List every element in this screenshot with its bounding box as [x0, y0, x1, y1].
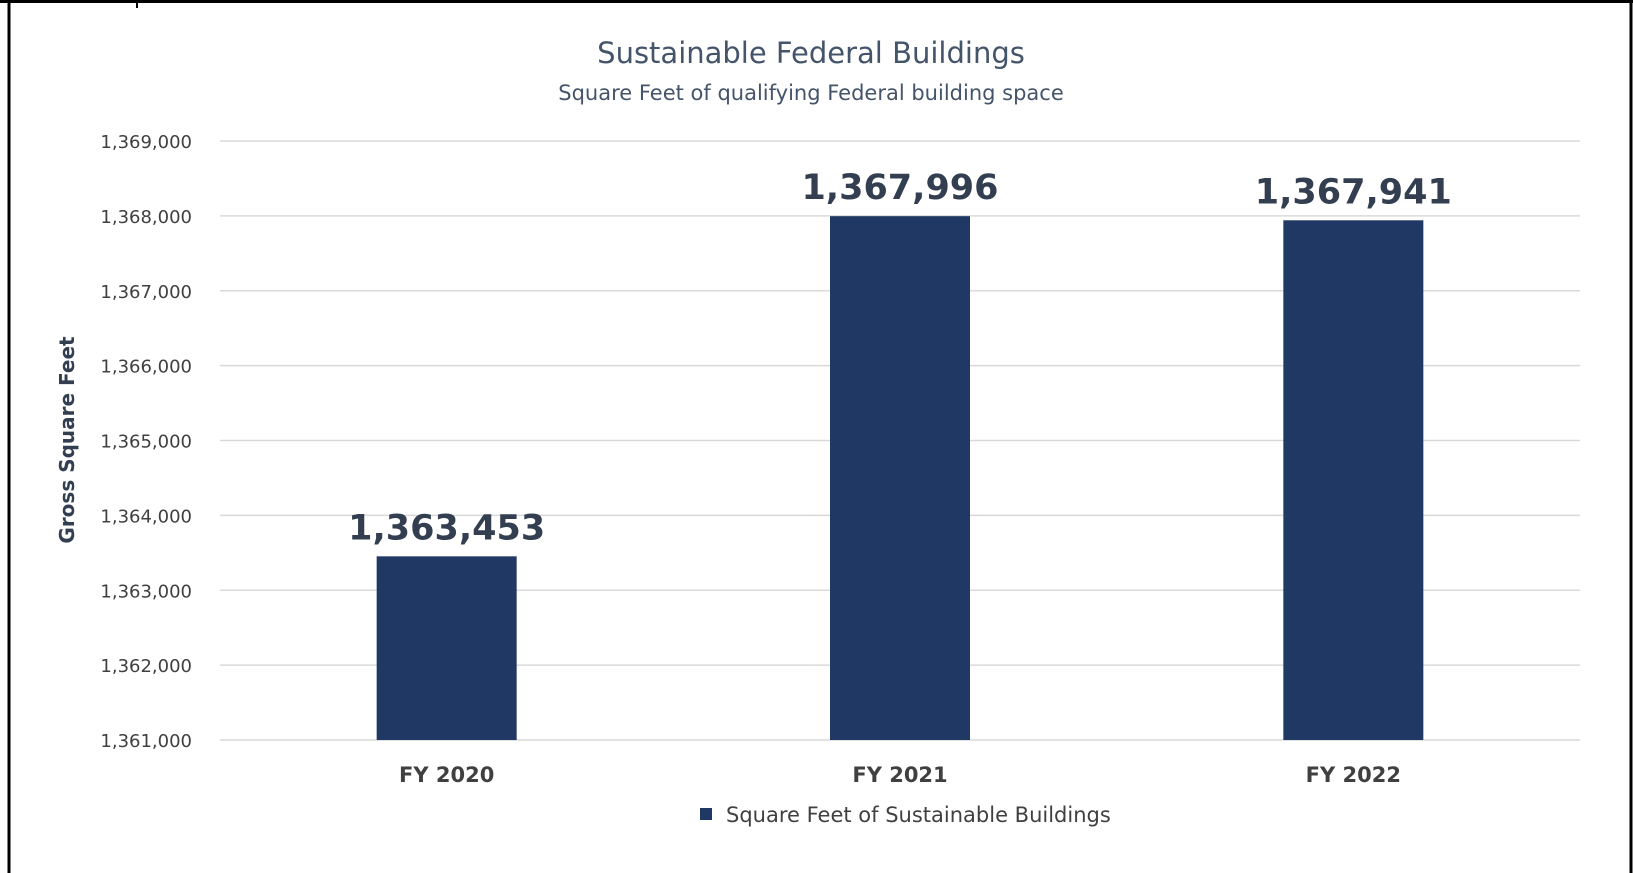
y-tick-label: 1,361,000 — [100, 731, 192, 752]
legend-swatch — [700, 808, 712, 820]
x-tick-label: FY 2020 — [399, 763, 494, 787]
data-label: 1,363,453 — [348, 508, 545, 548]
x-tick-label: FY 2021 — [852, 763, 947, 787]
bar — [1283, 220, 1424, 741]
y-axis-title: Gross Square Feet — [55, 336, 79, 544]
bar — [376, 556, 517, 740]
y-tick-label: 1,368,000 — [100, 207, 192, 228]
bars — [376, 216, 1424, 741]
y-tick-label: 1,365,000 — [100, 432, 192, 453]
bar — [830, 216, 970, 740]
y-tick-label: 1,369,000 — [100, 132, 192, 153]
legend: Square Feet of Sustainable Buildings — [700, 803, 1111, 827]
data-label: 1,367,941 — [1255, 172, 1452, 212]
x-tick-label: FY 2022 — [1306, 763, 1401, 787]
data-label: 1,367,996 — [801, 168, 998, 208]
y-tick-label: 1,362,000 — [100, 656, 192, 677]
y-tick-label: 1,363,000 — [100, 581, 192, 602]
chart-subtitle: Square Feet of qualifying Federal buildi… — [558, 81, 1064, 105]
y-tick-label: 1,364,000 — [100, 506, 192, 527]
legend-label: Square Feet of Sustainable Buildings — [726, 803, 1111, 827]
y-axis-ticks: 1,361,000 1,362,000 1,363,000 1,364,000 1,36… — [100, 132, 192, 752]
data-labels: 1,363,453 1,367,996 1,367,941 — [348, 168, 1452, 548]
x-axis-ticks: FY 2020 FY 2021 FY 2022 — [399, 763, 1401, 787]
y-tick-label: 1,367,000 — [100, 282, 192, 303]
chart-title: Sustainable Federal Buildings — [597, 36, 1025, 70]
y-tick-label: 1,366,000 — [100, 357, 192, 378]
